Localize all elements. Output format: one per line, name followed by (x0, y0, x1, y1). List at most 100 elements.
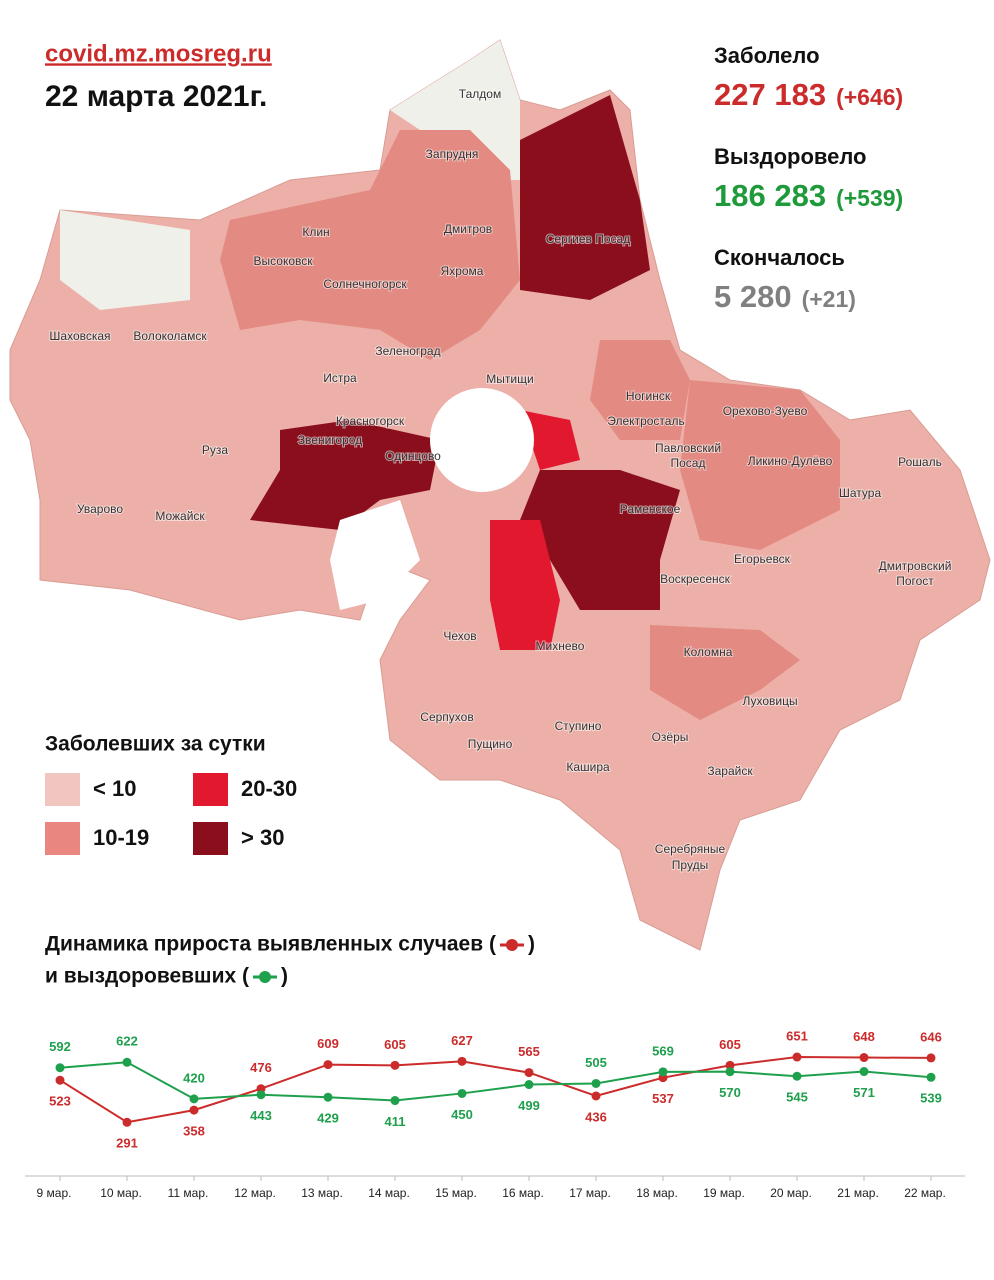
map-label: Звенигород (298, 433, 362, 447)
map-label: Ногинск (626, 389, 671, 403)
legend-swatch (193, 773, 228, 806)
region-med-high (490, 520, 560, 650)
map-label: Чехов (443, 629, 476, 643)
map-label: Посад (671, 456, 706, 470)
point (457, 1088, 467, 1098)
region-high (250, 420, 440, 530)
point (55, 1063, 65, 1073)
map-label: Сергиев Посад (546, 232, 630, 246)
data-label: 420 (183, 1070, 205, 1085)
region-mid (650, 625, 800, 720)
region-mid (590, 340, 690, 440)
data-label: 505 (585, 1055, 607, 1070)
point (256, 1090, 266, 1100)
legend-label: < 10 (93, 776, 136, 801)
point (591, 1091, 601, 1101)
data-label: 523 (49, 1094, 71, 1109)
point (189, 1094, 199, 1104)
data-label: 411 (385, 1114, 406, 1129)
x-tick-label: 15 мар. (435, 1186, 477, 1200)
x-tick-label: 22 мар. (904, 1186, 946, 1200)
map-label: Электросталь (607, 414, 684, 428)
map-label: Руза (202, 443, 229, 457)
site-link: covid.mz.mosreg.ru (45, 40, 272, 67)
map-label: Красногорск (336, 414, 405, 428)
data-label: 291 (116, 1136, 138, 1151)
data-label: 605 (719, 1037, 741, 1052)
data-label: 450 (451, 1107, 473, 1122)
region-low (60, 210, 190, 310)
map-label: Воскресенск (660, 572, 731, 586)
x-tick-label: 19 мар. (703, 1186, 745, 1200)
legend-marker (505, 939, 518, 951)
stat-value: 186 283 (714, 178, 826, 213)
data-label: 609 (317, 1036, 339, 1051)
data-label: 651 (786, 1028, 808, 1043)
chart-title: Динамика прироста выявленных случаев ( (45, 933, 496, 956)
stat-value: 5 280 (714, 279, 792, 314)
stat-delta: (+646) (836, 84, 903, 110)
data-label: 499 (518, 1098, 540, 1113)
point (390, 1060, 400, 1070)
x-tick-label: 9 мар. (37, 1186, 72, 1200)
map-label: Мытищи (486, 372, 533, 386)
map-label: Талдом (459, 87, 501, 101)
point (859, 1067, 869, 1077)
data-label: 571 (853, 1085, 875, 1100)
map-label: Серпухов (420, 710, 473, 724)
x-tick-label: 13 мар. (301, 1186, 343, 1200)
series-line (59, 1061, 932, 1102)
point (658, 1067, 668, 1077)
stat-label: Выздоровело (714, 144, 867, 169)
legend-marker (258, 971, 271, 983)
map-label: Ликино-Дулёво (748, 454, 833, 468)
x-tick-label: 14 мар. (368, 1186, 410, 1200)
point (859, 1053, 869, 1063)
stats: Заболело 227 183 (+646) Выздоровело 186 283 (… (714, 43, 903, 314)
chart-title: ) (528, 933, 535, 956)
x-tick-label: 21 мар. (837, 1186, 879, 1200)
legend-swatch (45, 773, 80, 806)
region-low (390, 40, 520, 180)
data-label: 592 (49, 1039, 71, 1054)
data-label: 539 (920, 1091, 942, 1106)
chart-title: и выздоровевших ( (45, 965, 249, 988)
point (926, 1053, 936, 1063)
stat-delta: (+539) (836, 185, 903, 211)
data-label: 605 (384, 1037, 406, 1052)
map-label: Егорьевск (734, 552, 791, 566)
stat-value: 227 183 (714, 77, 826, 112)
map-label: Яхрома (441, 264, 484, 278)
data-label: 627 (451, 1033, 473, 1048)
x-tick-label: 20 мар. (770, 1186, 812, 1200)
point (55, 1075, 65, 1085)
region-mid (680, 380, 840, 550)
map-label: Пруды (672, 858, 708, 872)
point (457, 1056, 467, 1066)
legend-label: 10-19 (93, 825, 149, 850)
chart: Динамика прироста выявленных случаев () и… (25, 933, 965, 1200)
point (524, 1068, 534, 1078)
stat-label: Скончалось (714, 245, 845, 270)
legend-title: Заболевших за сутки (45, 733, 266, 756)
moscow (430, 388, 534, 492)
region-high (520, 95, 650, 300)
map-label: Высоковск (254, 254, 314, 268)
point (792, 1071, 802, 1081)
data-label: 648 (853, 1029, 875, 1044)
map-label: Зеленоград (375, 344, 440, 358)
map-label: Серебряные (655, 842, 726, 856)
region-high (520, 470, 680, 610)
map-cutout (330, 500, 420, 610)
data-label: 545 (786, 1090, 808, 1105)
legend-label: > 30 (241, 825, 284, 850)
map-label: Дмитров (444, 222, 492, 236)
legend: Заболевших за сутки < 10 10-19 20-30 > 30 (45, 733, 297, 855)
x-tick-label: 17 мар. (569, 1186, 611, 1200)
region-mid (220, 130, 520, 360)
map-label: Клин (302, 225, 329, 239)
map-label: Пущино (468, 737, 513, 751)
data-label: 537 (652, 1091, 674, 1106)
data-label: 622 (116, 1034, 138, 1049)
